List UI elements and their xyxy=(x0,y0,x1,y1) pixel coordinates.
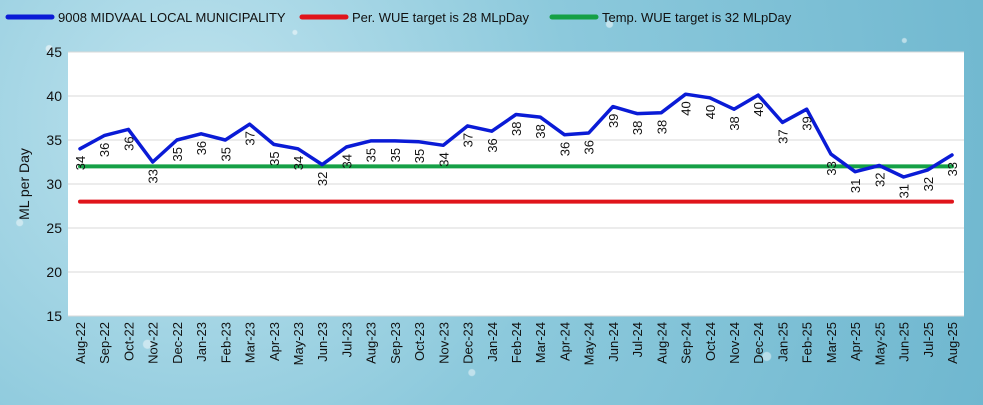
y-axis-ticks: 15 20 25 30 35 40 45 xyxy=(46,44,62,324)
data-label-nov-23: 34 xyxy=(436,152,451,166)
data-label-mar-25: 33 xyxy=(824,161,839,175)
data-label-apr-24: 36 xyxy=(557,142,572,156)
y-tick-label-20: 20 xyxy=(46,264,62,280)
data-label-jan-23: 36 xyxy=(194,141,209,155)
x-tick-label-sep-23: Sep-23 xyxy=(388,322,403,364)
x-tick-label-apr-23: Apr-23 xyxy=(267,322,282,361)
x-tick-label-jul-23: Jul-23 xyxy=(339,322,354,357)
x-axis-ticks: Aug-22 Sep-22 Oct-22 Nov-22 Dec-22 Jan-23 Feb-… xyxy=(73,322,960,365)
y-tick-label-45: 45 xyxy=(46,44,62,60)
data-label-jun-23: 32 xyxy=(315,172,330,186)
data-label-dec-23: 37 xyxy=(461,133,476,147)
x-tick-label-jan-25: Jan-25 xyxy=(775,322,790,362)
x-tick-label-jun-25: Jun-25 xyxy=(897,322,912,362)
data-label-sep-22: 36 xyxy=(97,143,112,157)
x-tick-label-oct-22: Oct-22 xyxy=(121,322,136,361)
data-label-aug-23: 35 xyxy=(364,148,379,162)
data-label-jul-25: 32 xyxy=(921,177,936,191)
x-tick-label-aug-23: Aug-23 xyxy=(364,322,379,364)
x-tick-label-aug-22: Aug-22 xyxy=(73,322,88,364)
x-tick-label-mar-24: Mar-24 xyxy=(533,322,548,363)
series-midvaal xyxy=(78,92,954,179)
data-label-may-24: 36 xyxy=(582,140,597,154)
data-label-jun-24: 39 xyxy=(606,114,621,128)
x-tick-label-feb-25: Feb-25 xyxy=(800,322,815,363)
gridlines xyxy=(68,51,964,317)
data-label-oct-22: 36 xyxy=(121,136,136,150)
x-tick-label-jan-23: Jan-23 xyxy=(194,322,209,362)
data-label-jan-25: 37 xyxy=(775,129,790,143)
data-label-mar-24: 38 xyxy=(533,124,548,138)
data-label-feb-24: 38 xyxy=(509,121,524,135)
target-lines xyxy=(78,164,954,204)
legend-label-midvaal: 9008 MIDVAAL LOCAL MUNICIPALITY xyxy=(58,10,286,25)
y-tick-label-30: 30 xyxy=(46,176,62,192)
x-tick-label-nov-22: Nov-22 xyxy=(146,322,161,364)
data-label-jul-24: 38 xyxy=(630,121,645,135)
x-tick-label-jan-24: Jan-24 xyxy=(485,322,500,362)
data-label-aug-25: 33 xyxy=(945,162,960,176)
data-label-aug-24: 38 xyxy=(654,120,669,134)
data-label-mar-23: 37 xyxy=(243,131,258,145)
y-axis-label: ML per Day xyxy=(16,148,32,220)
x-tick-label-jun-24: Jun-24 xyxy=(606,322,621,362)
y-tick-label-15: 15 xyxy=(46,308,62,324)
data-label-oct-23: 35 xyxy=(412,149,427,163)
data-label-nov-24: 38 xyxy=(727,116,742,130)
x-tick-label-may-23: May-23 xyxy=(291,322,306,365)
x-tick-label-jun-23: Jun-23 xyxy=(315,322,330,362)
x-tick-label-may-24: May-24 xyxy=(582,322,597,365)
data-label-jun-25: 31 xyxy=(897,184,912,198)
x-tick-label-feb-23: Feb-23 xyxy=(218,322,233,363)
data-label-dec-22: 35 xyxy=(170,147,185,161)
x-tick-label-dec-24: Dec-24 xyxy=(751,322,766,364)
data-label-jan-24: 36 xyxy=(485,138,500,152)
data-label-jul-23: 34 xyxy=(339,154,354,168)
x-tick-label-nov-23: Nov-23 xyxy=(436,322,451,364)
y-tick-label-35: 35 xyxy=(46,132,62,148)
data-label-may-23: 34 xyxy=(291,156,306,170)
data-label-feb-25: 39 xyxy=(800,116,815,130)
data-label-sep-23: 35 xyxy=(388,148,403,162)
x-tick-label-aug-25: Aug-25 xyxy=(945,322,960,364)
x-tick-label-jul-24: Jul-24 xyxy=(630,322,645,357)
legend-item-midvaal: 9008 MIDVAAL LOCAL MUNICIPALITY xyxy=(5,10,286,25)
x-tick-label-sep-24: Sep-24 xyxy=(679,322,694,364)
legend-label-permanent-target: Per. WUE target is 28 MLpDay xyxy=(352,10,530,25)
x-tick-label-sep-22: Sep-22 xyxy=(97,322,112,364)
x-tick-label-apr-24: Apr-24 xyxy=(557,322,572,361)
x-tick-label-apr-25: Apr-25 xyxy=(848,322,863,361)
x-tick-label-aug-24: Aug-24 xyxy=(654,322,669,364)
x-tick-label-jul-25: Jul-25 xyxy=(921,322,936,357)
y-tick-label-40: 40 xyxy=(46,88,62,104)
series-line-midvaal xyxy=(78,92,954,179)
x-tick-label-oct-24: Oct-24 xyxy=(703,322,718,361)
x-tick-label-feb-24: Feb-24 xyxy=(509,322,524,363)
data-label-dec-24: 40 xyxy=(751,102,766,116)
data-label-apr-23: 35 xyxy=(267,151,282,165)
data-label-aug-22: 34 xyxy=(73,156,88,170)
data-label-may-25: 32 xyxy=(872,173,887,187)
legend: 9008 MIDVAAL LOCAL MUNICIPALITY Per. WUE… xyxy=(5,10,792,25)
legend-item-temporary-target: Temp. WUE target is 32 MLpDay xyxy=(549,10,792,25)
y-tick-label-25: 25 xyxy=(46,220,62,236)
legend-item-permanent-target: Per. WUE target is 28 MLpDay xyxy=(299,10,530,25)
data-label-apr-25: 31 xyxy=(848,179,863,193)
data-label-feb-23: 35 xyxy=(218,147,233,161)
x-tick-label-oct-23: Oct-23 xyxy=(412,322,427,361)
x-tick-label-mar-23: Mar-23 xyxy=(243,322,258,363)
x-tick-label-dec-23: Dec-23 xyxy=(461,322,476,364)
data-label-nov-22: 33 xyxy=(146,169,161,183)
x-tick-label-dec-22: Dec-22 xyxy=(170,322,185,364)
data-label-oct-24: 40 xyxy=(703,105,718,119)
x-tick-label-may-25: May-25 xyxy=(872,322,887,365)
legend-label-temporary-target: Temp. WUE target is 32 MLpDay xyxy=(602,10,792,25)
x-tick-label-mar-25: Mar-25 xyxy=(824,322,839,363)
data-label-sep-24: 40 xyxy=(679,101,694,115)
x-tick-label-nov-24: Nov-24 xyxy=(727,322,742,364)
data-labels: 34 36 36 33 35 36 35 37 35 34 32 34 35 35 35 34 37 36 38 38… xyxy=(73,101,960,198)
